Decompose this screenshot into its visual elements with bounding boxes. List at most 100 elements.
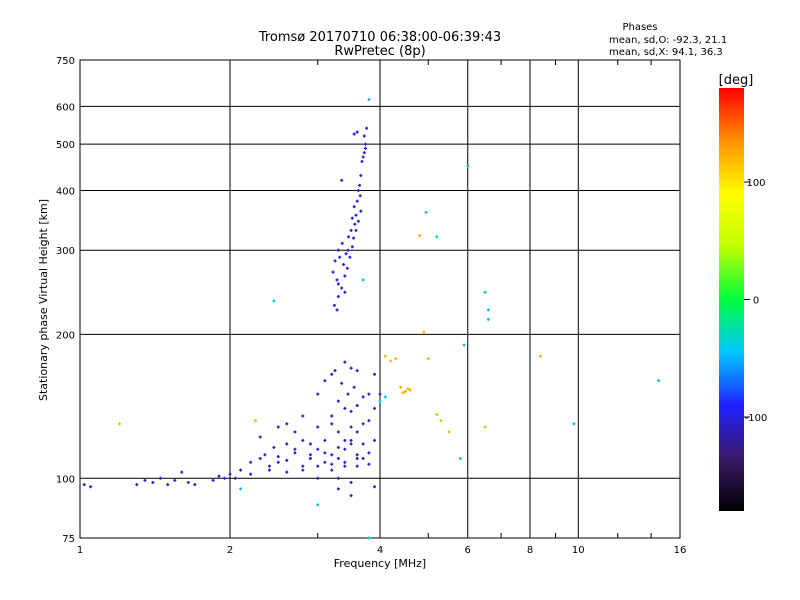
data-point (301, 464, 305, 468)
data-point (285, 458, 289, 462)
data-point (361, 155, 365, 159)
chart-title: Tromsø 20170710 06:38:00-06:39:43 (258, 30, 501, 45)
data-point (336, 430, 340, 434)
data-point (367, 392, 371, 396)
data-point (355, 453, 359, 457)
data-point (330, 468, 334, 472)
data-point (352, 385, 356, 389)
data-point (143, 478, 147, 482)
data-point (349, 409, 353, 413)
data-point (349, 366, 353, 370)
data-point (343, 464, 347, 468)
data-point (301, 468, 305, 472)
data-point (378, 399, 382, 403)
data-point (330, 462, 334, 466)
data-point (336, 476, 340, 480)
data-point (233, 476, 237, 480)
y-tick-label: 400 (56, 186, 75, 197)
data-point (293, 430, 297, 434)
phase-stats-x: mean, sd,X: 94.1, 36.3 (609, 47, 723, 58)
y-axis-label: Stationary phase Virtual Height [km] (37, 199, 50, 401)
data-point (331, 270, 335, 274)
data-point (301, 414, 305, 418)
data-point (330, 414, 334, 418)
data-point (316, 503, 320, 507)
data-point (356, 219, 360, 223)
data-points (82, 98, 661, 540)
y-tick-label: 500 (56, 140, 75, 151)
data-point (343, 460, 347, 464)
colorbar-tick-label: 0 (753, 296, 759, 307)
data-point (346, 392, 350, 396)
data-point (267, 468, 271, 472)
data-point (657, 379, 661, 383)
data-point (211, 478, 215, 482)
data-point (253, 419, 257, 423)
data-point (354, 213, 358, 217)
data-point (399, 385, 403, 389)
data-point (267, 464, 271, 468)
data-point (333, 369, 337, 373)
data-point (355, 456, 359, 460)
chart-subtitle: RwPretec (8p) (334, 44, 425, 59)
data-point (316, 392, 320, 396)
data-point (355, 403, 359, 407)
data-point (336, 445, 340, 449)
data-point (186, 480, 190, 484)
data-point (355, 430, 359, 434)
data-point (258, 435, 262, 439)
data-point (249, 472, 253, 476)
data-point (343, 406, 347, 410)
data-point (346, 248, 350, 252)
data-point (367, 451, 371, 455)
data-point (373, 438, 377, 442)
data-point (363, 142, 367, 146)
data-point (276, 425, 280, 429)
x-tick-label: 2 (227, 545, 233, 556)
data-point (335, 278, 339, 282)
data-point (383, 354, 387, 358)
x-tick-label: 16 (674, 545, 687, 556)
data-point (316, 476, 320, 480)
data-point (359, 209, 363, 213)
data-point (348, 255, 352, 259)
data-point (336, 399, 340, 403)
data-point (426, 357, 430, 361)
phases-heading: Phases (622, 22, 657, 33)
colorbar-ticks: 100 0 -100 (744, 178, 767, 424)
data-point (330, 372, 334, 376)
data-point (263, 453, 267, 457)
data-point (349, 228, 353, 232)
data-point (330, 422, 334, 426)
y-tick-label: 200 (56, 330, 75, 341)
data-point (367, 98, 371, 102)
y-tick-label: 75 (62, 534, 75, 545)
data-point (330, 453, 334, 457)
data-point (336, 248, 340, 252)
data-point (572, 422, 576, 426)
data-point (223, 476, 227, 480)
data-point (361, 278, 365, 282)
x-tick-label: 1 (77, 545, 83, 556)
data-point (403, 389, 407, 393)
data-point (486, 317, 490, 321)
data-point (367, 462, 371, 466)
data-point (276, 460, 280, 464)
data-point (82, 483, 86, 487)
phase-stats-o: mean, sd,O: -92.3, 21.1 (609, 35, 727, 46)
data-point (394, 357, 398, 361)
data-point (360, 159, 364, 163)
data-point (301, 438, 305, 442)
data-point (285, 470, 289, 474)
data-point (340, 286, 344, 290)
data-point (323, 460, 327, 464)
data-point (352, 236, 356, 240)
data-point (349, 425, 353, 429)
data-point (350, 245, 354, 249)
data-point (361, 422, 365, 426)
data-point (336, 487, 340, 491)
data-point (483, 425, 487, 429)
grid-lines (80, 60, 680, 538)
data-point (355, 464, 359, 468)
data-point (258, 456, 262, 460)
